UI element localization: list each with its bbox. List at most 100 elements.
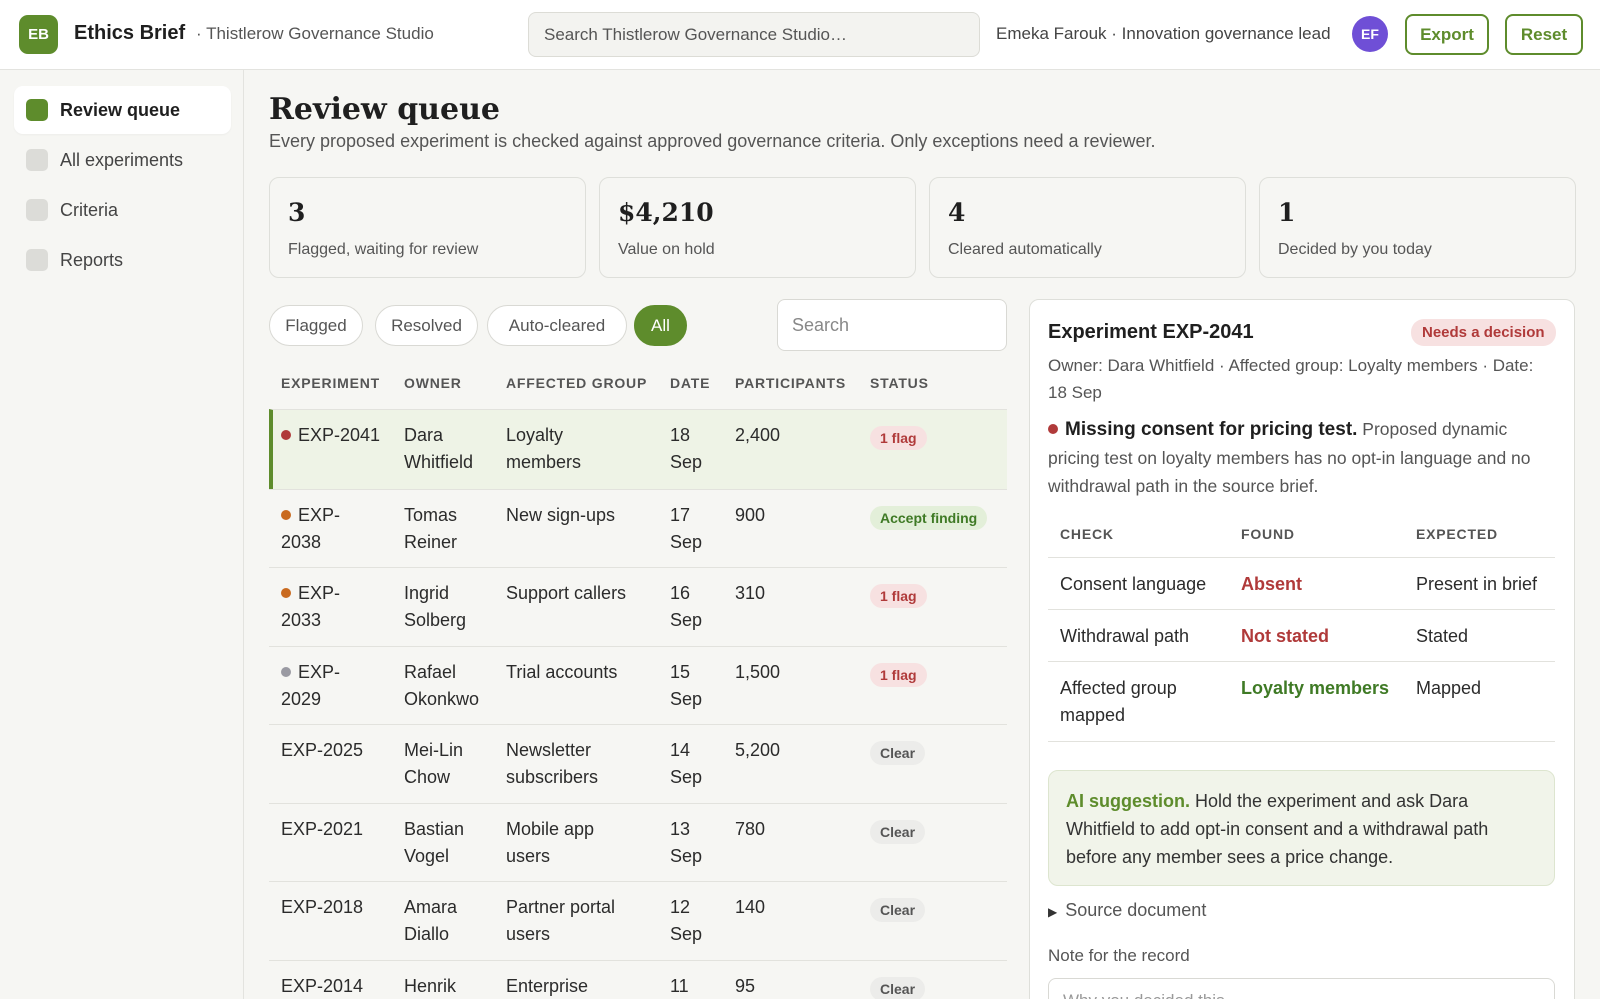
column-header-status[interactable]: STATUS (870, 375, 929, 391)
cell-owner: Tomas Reiner (404, 502, 494, 556)
top-bar: EB Ethics Brief · Thistlerow Governance … (0, 0, 1600, 70)
sidebar-item-label: Review queue (60, 99, 181, 120)
cell-experiment: EXP- 2029 (281, 659, 393, 713)
sidebar-item-all-experiments[interactable]: All experiments (14, 136, 231, 184)
table-header: EXPERIMENT OWNER AFFECTED GROUP DATE PAR… (269, 363, 1007, 409)
stat-value: $4,210 (618, 198, 714, 227)
stat-label: Value on hold (618, 241, 715, 258)
experiment-id: EXP- (298, 583, 341, 603)
table-row[interactable]: EXP- 2033 Ingrid Solberg Support callers 16 Se… (269, 567, 1007, 646)
sidebar-item-label: Criteria (60, 199, 119, 220)
group-line2: users (506, 846, 551, 866)
table-row[interactable]: EXP-2025 Mei-Lin Chow Newsletter subscribers… (269, 724, 1007, 803)
ai-suggestion-text: Hold the experiment and ask Dara Whitfie… (1066, 791, 1489, 867)
group-line1: New sign-ups (506, 505, 616, 525)
page-title: Review queue (269, 92, 500, 127)
table-row[interactable]: EXP-2018 Amara Diallo Partner portal users 12… (269, 881, 1007, 960)
status-badge: Clear (870, 898, 926, 922)
stat-card-flagged: 3 Flagged, waiting for review (269, 177, 586, 278)
experiments-table: EXPERIMENT OWNER AFFECTED GROUP DATE PAR… (269, 363, 1007, 999)
group-line2: subscribers (506, 767, 599, 787)
workspace-name: · Thistlerow Governance Studio (196, 24, 434, 43)
source-document-label: Source document (1065, 900, 1207, 920)
owner-last: Solberg (404, 610, 467, 630)
table-row[interactable]: EXP-2014 Henrik Enterprise 11 95 Clear (269, 960, 1007, 999)
table-row[interactable]: EXP- 2038 Tomas Reiner New sign-ups 17 Sep 900 A… (269, 489, 1007, 567)
owner-first: Mei-Lin (404, 740, 464, 760)
date-day: 17 (670, 505, 691, 525)
cell-date: 14 Sep (670, 737, 710, 791)
date-month: Sep (670, 846, 703, 866)
filter-flagged[interactable]: Flagged (269, 305, 363, 346)
owner-last: Chow (404, 767, 451, 787)
cell-participants: 900 (735, 505, 766, 525)
status-badge: Clear (870, 977, 926, 999)
reset-button[interactable]: Reset (1505, 14, 1583, 55)
cell-owner: Mei-Lin Chow (404, 737, 494, 791)
detail-meta: Owner: Dara Whitfield · Affected group: … (1048, 356, 1534, 402)
export-button[interactable]: Export (1405, 14, 1489, 55)
experiment-search-input[interactable] (777, 299, 1007, 351)
ai-suggestion-label: AI suggestion. (1066, 791, 1191, 811)
table-row[interactable]: EXP-2041 Dara Whitfield Loyalty members 18 Sep… (269, 409, 1007, 489)
cell-participants: 310 (735, 583, 766, 603)
sidebar-item-review-queue[interactable]: Review queue (14, 86, 231, 134)
filter-resolved[interactable]: Resolved (375, 305, 478, 346)
experiment-id-continued: 2038 (281, 532, 322, 552)
column-header-experiment[interactable]: EXPERIMENT (281, 375, 381, 391)
cell-participants: 5,200 (735, 740, 781, 760)
sidebar-item-criteria[interactable]: Criteria (14, 186, 231, 234)
owner-last: Reiner (404, 532, 458, 552)
group-line1: Partner portal (506, 897, 616, 917)
group-line2: members (506, 452, 582, 472)
group-line1: Newsletter (506, 740, 592, 760)
cell-status: 1 flag (870, 582, 927, 609)
check-row: Consent language Absent Present in brief (1048, 558, 1555, 610)
check-found: Loyalty members (1241, 678, 1390, 698)
experiment-id-continued: 2029 (281, 689, 322, 709)
cell-status: Clear (870, 896, 926, 923)
date-day: 12 (670, 897, 691, 917)
avatar[interactable]: EF (1352, 16, 1388, 52)
cell-date: 13 Sep (670, 816, 710, 870)
table-row[interactable]: EXP- 2029 Rafael Okonkwo Trial accounts 15 Sep… (269, 646, 1007, 724)
column-header-date[interactable]: DATE (670, 375, 711, 391)
status-dot-icon (281, 667, 291, 677)
column-header-participants[interactable]: PARTICIPANTS (735, 375, 846, 391)
check-expected: Stated (1416, 626, 1469, 646)
experiment-id: EXP-2014 (281, 976, 364, 996)
cell-status: 1 flag (870, 424, 927, 451)
reports-icon (26, 249, 48, 271)
source-document-toggle[interactable]: ▶ Source document (1048, 900, 1206, 921)
cell-affected-group: Loyalty members (506, 422, 656, 476)
cell-owner: Ingrid Solberg (404, 580, 494, 634)
date-day: 14 (670, 740, 691, 760)
cell-affected-group: Support callers (506, 580, 656, 607)
cell-owner: Henrik (404, 973, 494, 999)
cell-owner: Amara Diallo (404, 894, 494, 948)
owner-last: Okonkwo (404, 689, 480, 709)
global-search-input[interactable]: Search Thistlerow Governance Studio… (528, 12, 980, 57)
status-badge[interactable]: Accept finding (870, 506, 988, 530)
table-body: EXP-2041 Dara Whitfield Loyalty members 18 Sep… (269, 409, 1007, 999)
cell-affected-group: Trial accounts (506, 659, 656, 686)
sidebar-item-reports[interactable]: Reports (14, 236, 231, 284)
date-day: 11 (670, 976, 689, 996)
column-header-affected-group[interactable]: AFFECTED GROUP (506, 375, 648, 391)
owner-first: Bastian (404, 819, 465, 839)
stat-label: Decided by you today (1278, 241, 1432, 258)
issue-severity-dot-icon (1048, 424, 1058, 434)
column-header-expected: EXPECTED (1416, 526, 1498, 542)
filter-all[interactable]: All (634, 305, 687, 346)
stat-label: Flagged, waiting for review (288, 241, 479, 258)
check-row: Affected group mapped Loyalty members Ma… (1048, 662, 1555, 742)
table-row[interactable]: EXP-2021 Bastian Vogel Mobile app users 13 Sep… (269, 803, 1007, 881)
filter-auto-cleared[interactable]: Auto-cleared (487, 305, 627, 346)
date-day: 18 (670, 425, 691, 445)
column-header-owner[interactable]: OWNER (404, 375, 462, 391)
criteria-icon (26, 199, 48, 221)
note-input[interactable] (1048, 978, 1555, 999)
note-label: Note for the record (1048, 946, 1190, 965)
group-line2: users (506, 924, 551, 944)
experiment-id: EXP-2018 (281, 897, 364, 917)
